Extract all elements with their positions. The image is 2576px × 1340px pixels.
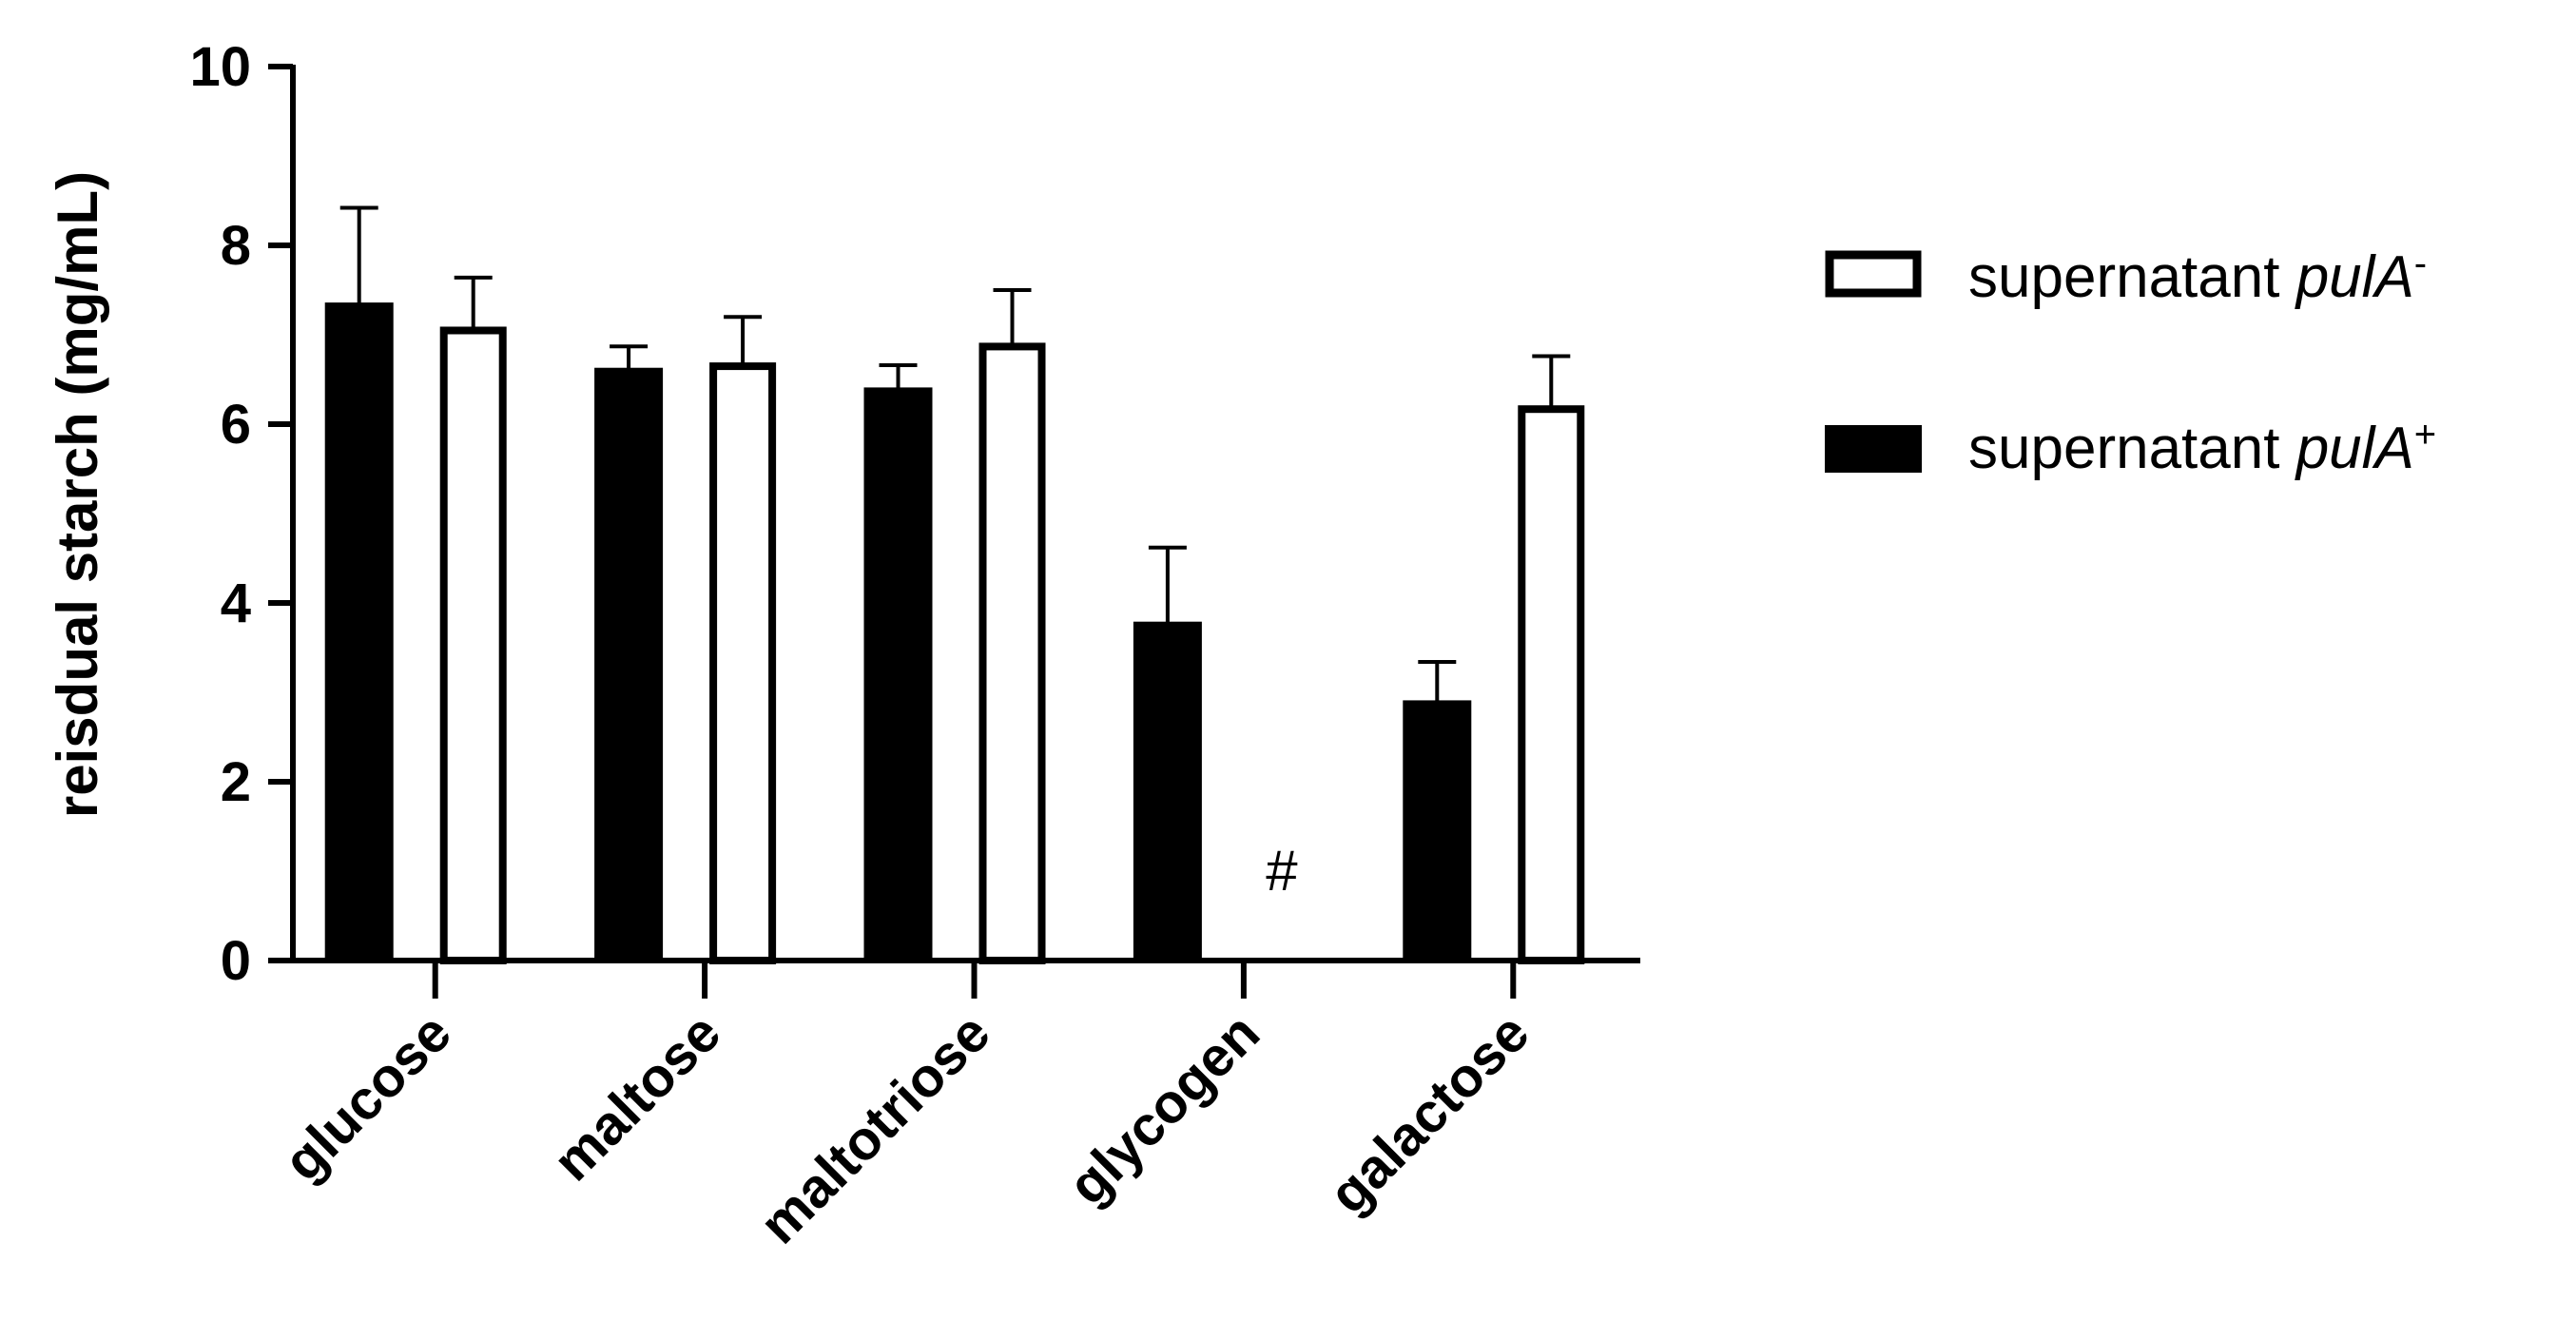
bars (324, 205, 1585, 965)
bar (594, 367, 664, 962)
bar (1403, 700, 1472, 962)
annotation: # (1266, 839, 1298, 903)
bar (978, 342, 1046, 964)
x-category-label: glucose (272, 1001, 463, 1193)
y-tick-label: 6 (221, 394, 251, 456)
y-axis-title: reisdual starch (mg/mL) (46, 171, 109, 818)
x-category-label: galactose (1317, 1001, 1540, 1225)
y-tick-label: 0 (221, 930, 251, 992)
y-tick-label: 10 (189, 36, 251, 98)
bar (439, 326, 507, 965)
x-category-label: glycogen (1056, 1001, 1271, 1216)
x-category-label: maltose (541, 1001, 732, 1193)
bar (709, 362, 777, 964)
legend-swatch (1825, 250, 1922, 298)
y-tick-label: 4 (221, 573, 251, 634)
bar (1518, 405, 1585, 964)
bar (324, 302, 394, 962)
bar (863, 387, 933, 961)
legend-label: supernatant pulA+ (1968, 414, 2436, 481)
x-category-label: maltotriose (748, 1001, 1002, 1255)
y-tick-label: 8 (221, 215, 251, 277)
legend-label: supernatant pulA- (1968, 243, 2427, 310)
legend-swatch (1825, 425, 1922, 473)
y-tick-label: 2 (221, 751, 251, 813)
legend: supernatant pulA-supernatant pulA+ (1825, 243, 2436, 481)
bar (1133, 621, 1202, 961)
